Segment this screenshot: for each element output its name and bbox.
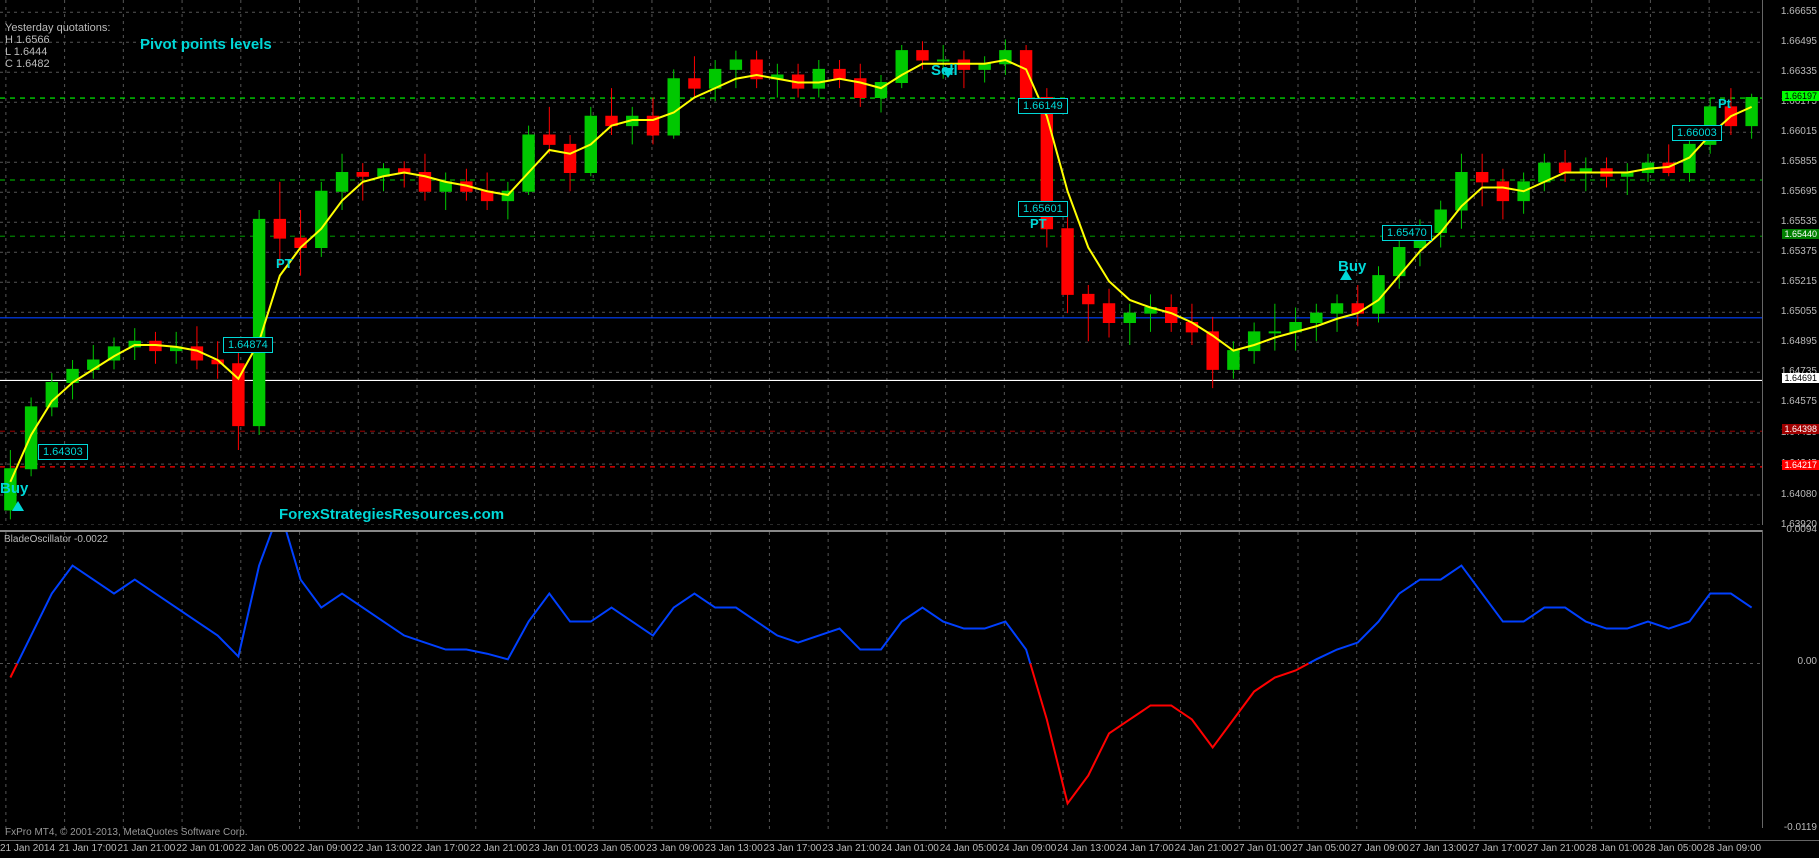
indicator-tick: 0.00: [1798, 656, 1817, 667]
time-tick: 27 Jan 13:00: [1410, 843, 1468, 854]
chart-annotation: ForexStrategiesResources.com: [279, 506, 504, 523]
time-tick: 24 Jan 09:00: [998, 843, 1056, 854]
price-tick: 1.64895: [1781, 336, 1817, 347]
time-tick: 22 Jan 17:00: [411, 843, 469, 854]
time-tick: 21 Jan 17:00: [59, 843, 117, 854]
time-tick: 21 Jan 21:00: [117, 843, 175, 854]
price-tick: 1.64575: [1781, 396, 1817, 407]
price-tick: 1.64080: [1781, 489, 1817, 500]
time-tick: 23 Jan 01:00: [529, 843, 587, 854]
price-box: 1.66149: [1018, 98, 1068, 114]
chart-annotation: PT: [1030, 216, 1047, 231]
indicator-tick: -0.0119: [1784, 822, 1817, 833]
quote-info-line: H 1.6566: [5, 34, 50, 46]
time-tick: 22 Jan 01:00: [176, 843, 234, 854]
price-tick: 1.66015: [1781, 126, 1817, 137]
quote-info-line: C 1.6482: [5, 58, 50, 70]
pivot-price-label: 1.64398: [1782, 424, 1819, 434]
price-tick: 1.65375: [1781, 246, 1817, 257]
price-tick: 1.66335: [1781, 66, 1817, 77]
time-tick: 23 Jan 05:00: [587, 843, 645, 854]
chart-annotation: PT: [276, 256, 293, 271]
time-tick: 21 Jan 2014: [0, 843, 55, 854]
time-tick: 27 Jan 21:00: [1527, 843, 1585, 854]
time-tick: 28 Jan 01:00: [1586, 843, 1644, 854]
chart-annotation: Pt: [1718, 96, 1731, 111]
time-tick: 27 Jan 05:00: [1292, 843, 1350, 854]
price-tick: 1.65055: [1781, 306, 1817, 317]
time-tick: 24 Jan 17:00: [1116, 843, 1174, 854]
pivot-price-label: 1.64691: [1782, 373, 1819, 383]
time-tick: 23 Jan 13:00: [705, 843, 763, 854]
chart-annotation: Buy: [0, 480, 28, 497]
main-price-chart[interactable]: 1.64303 1.64874 1.66149 1.65601 1.65470 1.660…: [0, 0, 1762, 525]
time-tick: 23 Jan 17:00: [764, 843, 822, 854]
buy-arrow-icon: [12, 501, 24, 511]
price-tick: 1.65535: [1781, 216, 1817, 227]
time-axis: 21 Jan 201421 Jan 17:0021 Jan 21:0022 Ja…: [0, 840, 1819, 858]
time-tick: 22 Jan 09:00: [294, 843, 352, 854]
chart-annotation: Pivot points levels: [140, 36, 272, 53]
indicator-axis: 0.00940.00-0.0119: [1762, 530, 1819, 828]
time-tick: 27 Jan 01:00: [1233, 843, 1291, 854]
time-tick: 27 Jan 09:00: [1351, 843, 1409, 854]
price-tick: 1.65215: [1781, 276, 1817, 287]
time-tick: 23 Jan 09:00: [646, 843, 704, 854]
price-box: 1.65470: [1382, 225, 1432, 241]
buy-arrow-icon: [1340, 270, 1352, 280]
pivot-price-label: 1.65440: [1782, 229, 1819, 239]
price-tick: 1.65855: [1781, 156, 1817, 167]
price-box: 1.64303: [38, 444, 88, 460]
price-tick: 1.66655: [1781, 6, 1817, 17]
copyright-text: FxPro MT4, © 2001-2013, MetaQuotes Softw…: [5, 827, 247, 838]
pivot-price-label: 1.64217: [1782, 460, 1819, 470]
time-tick: 24 Jan 01:00: [881, 843, 939, 854]
time-tick: 24 Jan 21:00: [1175, 843, 1233, 854]
quote-info-line: L 1.6444: [5, 46, 47, 58]
time-tick: 28 Jan 05:00: [1645, 843, 1703, 854]
indicator-tick: 0.0094: [1786, 524, 1817, 535]
pivot-price-label: 1.66197: [1782, 91, 1819, 101]
oscillator-chart[interactable]: BladeOscillator -0.0022: [0, 530, 1762, 828]
quote-info-line: Yesterday quotations:: [5, 22, 110, 34]
price-tick: 1.66495: [1781, 36, 1817, 47]
time-tick: 27 Jan 17:00: [1468, 843, 1526, 854]
time-tick: 22 Jan 13:00: [352, 843, 410, 854]
time-tick: 22 Jan 21:00: [470, 843, 528, 854]
time-tick: 24 Jan 13:00: [1057, 843, 1115, 854]
time-tick: 28 Jan 09:00: [1703, 843, 1761, 854]
price-box: 1.65601: [1018, 201, 1068, 217]
time-tick: 23 Jan 21:00: [822, 843, 880, 854]
price-box: 1.66003: [1672, 125, 1722, 141]
price-box: 1.64874: [223, 337, 273, 353]
sell-arrow-icon: [942, 68, 954, 78]
price-tick: 1.65695: [1781, 186, 1817, 197]
time-tick: 24 Jan 05:00: [940, 843, 998, 854]
price-axis: 1.666551.664951.663351.661751.660151.658…: [1762, 0, 1819, 525]
time-tick: 22 Jan 05:00: [235, 843, 293, 854]
